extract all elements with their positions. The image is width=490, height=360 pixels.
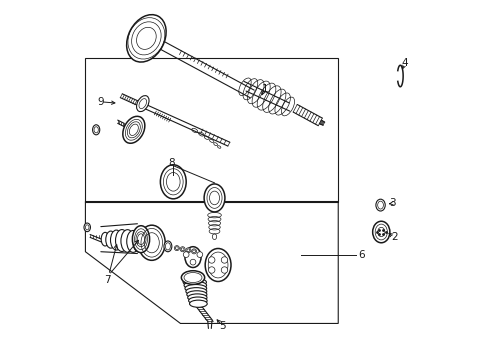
Ellipse shape [123,116,145,143]
Circle shape [208,257,215,263]
Circle shape [197,252,203,257]
Ellipse shape [127,230,140,252]
Ellipse shape [126,15,166,62]
Text: 3: 3 [390,198,396,208]
Ellipse shape [376,199,385,211]
Ellipse shape [93,125,100,135]
Ellipse shape [186,288,207,295]
Ellipse shape [111,230,122,250]
Circle shape [221,267,228,273]
Text: 5: 5 [219,321,226,330]
Circle shape [190,259,196,265]
Text: 4: 4 [401,58,408,68]
Text: 9: 9 [98,97,104,107]
Circle shape [221,257,228,263]
Ellipse shape [160,165,186,199]
Ellipse shape [185,247,201,267]
Ellipse shape [185,284,207,292]
Ellipse shape [188,294,207,301]
Circle shape [183,252,189,257]
Ellipse shape [189,297,207,304]
Text: 7: 7 [103,275,110,285]
Ellipse shape [116,230,128,252]
Circle shape [192,249,196,254]
Text: 2: 2 [391,232,397,242]
Ellipse shape [139,234,149,251]
Ellipse shape [164,241,172,252]
Ellipse shape [183,278,206,286]
Ellipse shape [133,232,145,252]
Ellipse shape [106,231,116,248]
Ellipse shape [181,271,205,284]
Ellipse shape [205,248,231,282]
Ellipse shape [137,96,149,112]
Ellipse shape [138,225,165,260]
Ellipse shape [101,232,109,246]
Ellipse shape [132,226,149,253]
Ellipse shape [373,221,390,243]
Ellipse shape [204,184,225,212]
Circle shape [180,247,185,252]
Circle shape [208,267,215,273]
Ellipse shape [190,300,207,307]
Ellipse shape [146,236,154,249]
Text: 6: 6 [358,250,365,260]
Text: 1: 1 [261,84,268,94]
Text: 8: 8 [168,158,175,168]
Ellipse shape [121,230,134,252]
Circle shape [186,248,191,253]
Ellipse shape [187,291,207,298]
Ellipse shape [184,282,207,289]
Ellipse shape [84,223,91,231]
Circle shape [174,246,179,251]
